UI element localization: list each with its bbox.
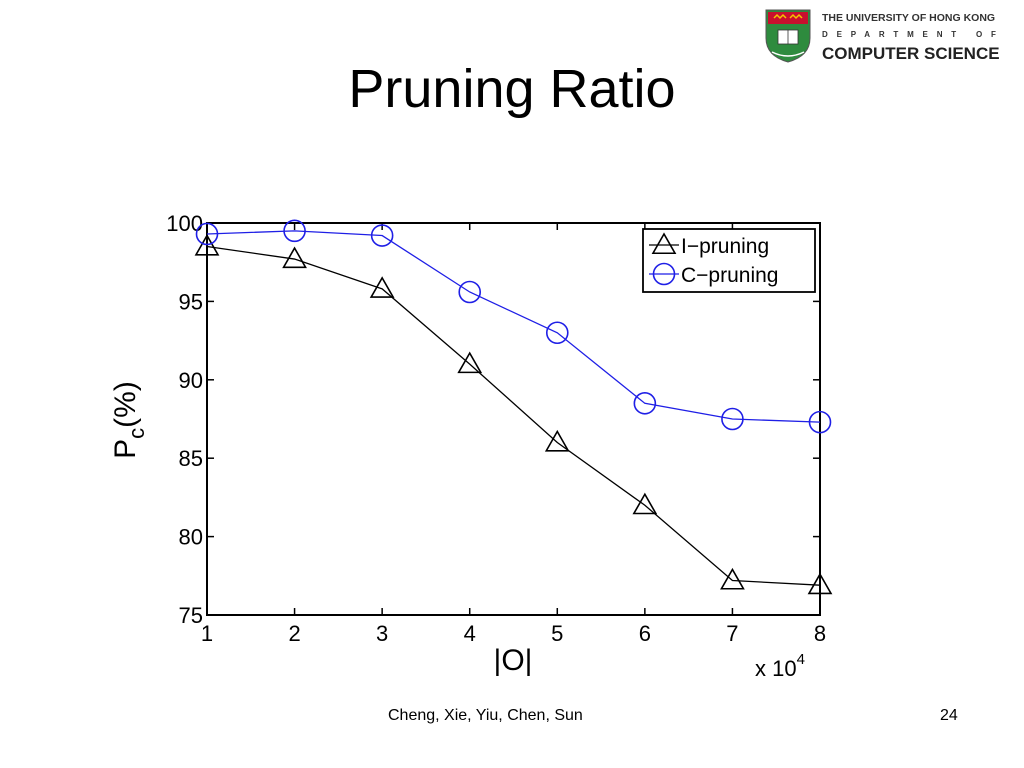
data-point — [632, 492, 658, 515]
y-tick-label: 95 — [179, 289, 203, 314]
y-tick-label: 85 — [179, 446, 203, 471]
footer-authors: Cheng, Xie, Yiu, Chen, Sun — [388, 707, 583, 724]
logo-department-name: COMPUTER SCIENCE — [822, 44, 1000, 63]
university-logo: THE UNIVERSITY OF HONG KONG DEPARTMENT O… — [762, 8, 1012, 64]
x-tick-label: 2 — [288, 621, 300, 646]
x-tick-label: 6 — [639, 621, 651, 646]
data-point — [544, 429, 570, 452]
series-c-pruning — [195, 219, 832, 434]
legend-label: C−pruning — [681, 264, 778, 287]
y-axis-label-main: P — [109, 439, 142, 459]
legend-marker — [651, 232, 677, 255]
data-point — [458, 280, 482, 304]
series-line — [206, 245, 821, 586]
x-tick-label: 3 — [376, 621, 388, 646]
y-tick-label: 75 — [179, 603, 203, 628]
page-number: 24 — [940, 707, 958, 724]
y-tick-label: 80 — [179, 525, 203, 550]
data-point — [282, 246, 307, 269]
data-point — [194, 233, 220, 256]
x-tick-label: 5 — [551, 621, 563, 646]
logo-university-name: THE UNIVERSITY OF HONG KONG — [822, 12, 996, 24]
x-axis-multiplier-base: x 10 — [755, 656, 797, 681]
x-axis-multiplier: x 104 — [755, 651, 805, 681]
x-tick-label: 7 — [726, 621, 738, 646]
data-point — [633, 392, 657, 415]
legend-entry: C−pruning — [649, 262, 778, 287]
series-line — [206, 230, 821, 423]
data-point — [808, 410, 832, 434]
legend-marker — [652, 262, 676, 286]
slide-title: Pruning Ratio — [348, 59, 676, 119]
y-tick-label: 100 — [166, 211, 203, 236]
plot-frame — [206, 222, 821, 616]
legend-label: I−pruning — [681, 235, 769, 258]
data-point — [283, 219, 306, 243]
crest-icon — [765, 9, 811, 63]
legend-entry: I−pruning — [649, 232, 769, 258]
x-axis-label: |O| — [494, 644, 533, 677]
y-axis-label: Pc(%) — [109, 381, 149, 459]
y-axis-label-suffix: (%) — [109, 381, 142, 428]
data-point — [721, 407, 744, 431]
y-tick-label: 90 — [179, 368, 203, 393]
y-axis-label-subscript: c — [124, 428, 149, 439]
data-point — [457, 351, 483, 374]
series-i-pruning — [194, 233, 833, 595]
data-point — [545, 321, 569, 345]
logo-department-label: DEPARTMENT OF — [822, 30, 1005, 39]
data-point — [195, 222, 219, 246]
x-tick-label: 4 — [464, 621, 476, 646]
x-tick-label: 8 — [814, 621, 826, 646]
data-point — [370, 224, 394, 247]
x-tick-label: 1 — [201, 621, 213, 646]
data-point — [720, 567, 745, 590]
data-point — [807, 572, 833, 595]
x-axis-multiplier-exponent: 4 — [797, 651, 805, 668]
data-point — [369, 276, 395, 298]
